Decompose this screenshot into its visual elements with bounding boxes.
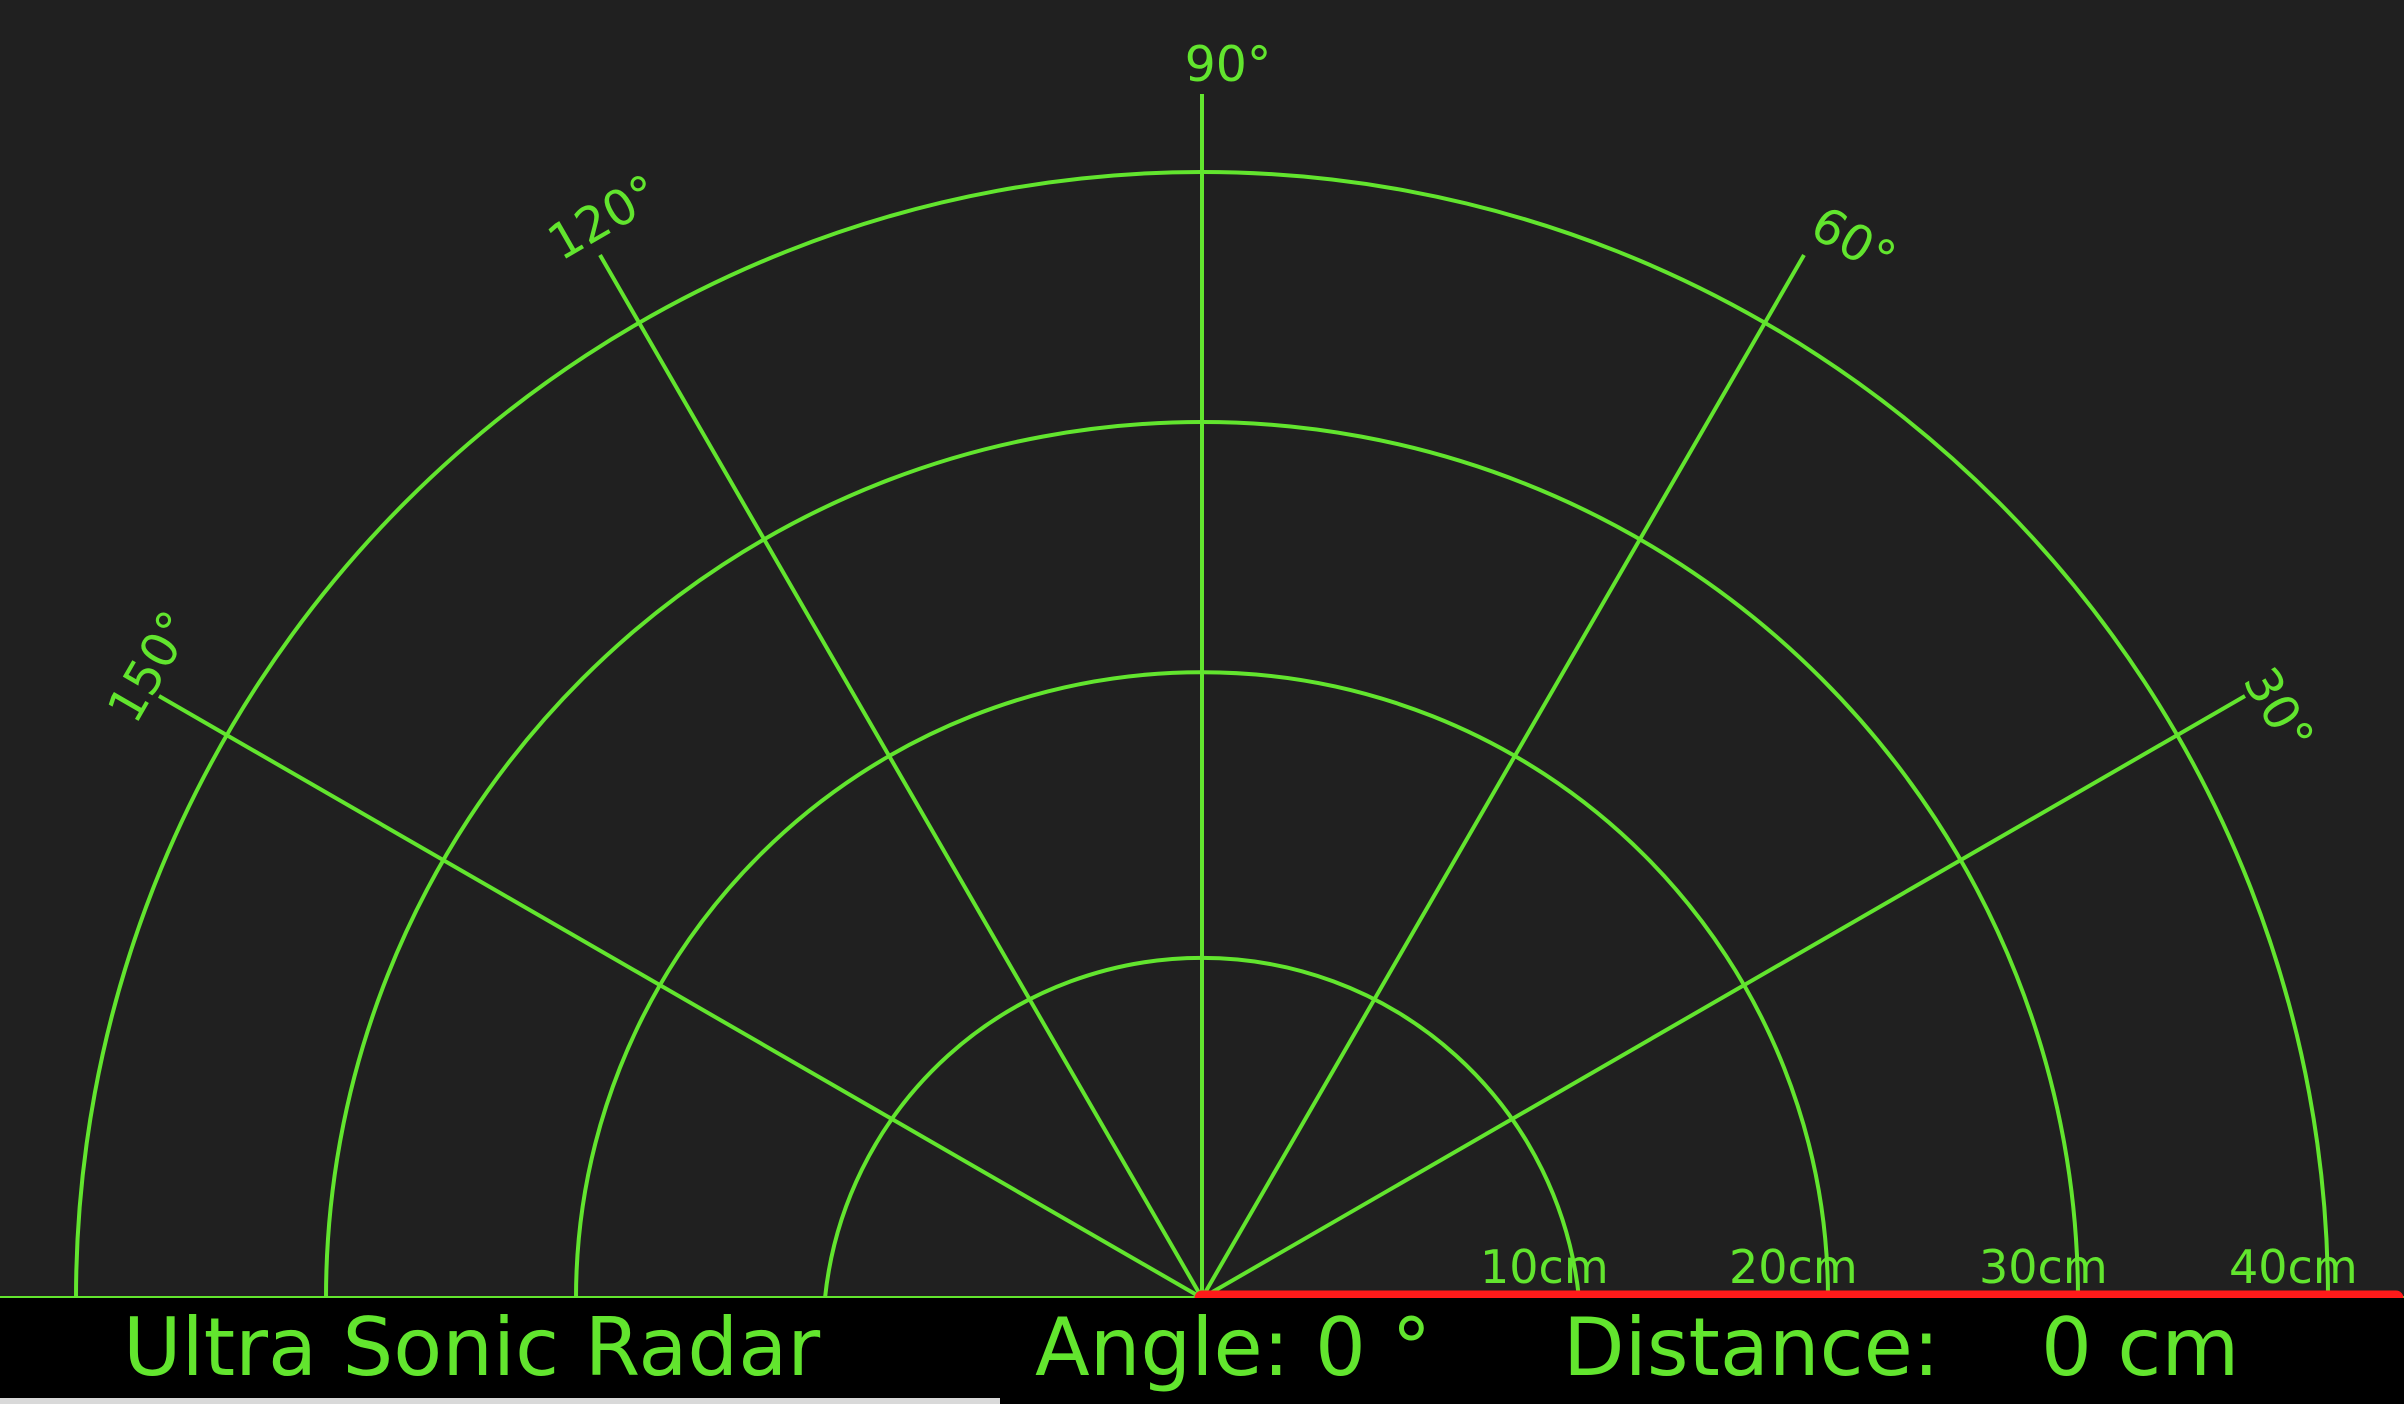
angle-readout: Angle: 0 °	[1035, 1301, 1432, 1394]
distance-label: Distance:	[1563, 1301, 1940, 1394]
angle-label-60: 60°	[1801, 195, 1905, 288]
window-edge-strip	[0, 1398, 1000, 1404]
range-label-40cm: 40cm	[2229, 1240, 2358, 1294]
angle-line-150	[158, 694, 1203, 1300]
status-bar: Ultra Sonic Radar Angle: 0 ° Distance: 0…	[0, 1298, 2404, 1404]
angle-line-60	[1200, 254, 1806, 1299]
angle-label-120: 120°	[538, 164, 669, 272]
angle-line-120	[598, 254, 1204, 1299]
range-label-20cm: 20cm	[1729, 1240, 1858, 1294]
angle-label-90: 90°	[1185, 36, 1272, 93]
range-label-30cm: 30cm	[1979, 1240, 2108, 1294]
angle-label-30: 30°	[2232, 658, 2325, 762]
distance-readout: 0 cm	[2041, 1301, 2240, 1394]
angle-line-30	[1201, 694, 2246, 1300]
app-title: Ultra Sonic Radar	[123, 1301, 821, 1394]
range-label-10cm: 10cm	[1480, 1240, 1609, 1294]
